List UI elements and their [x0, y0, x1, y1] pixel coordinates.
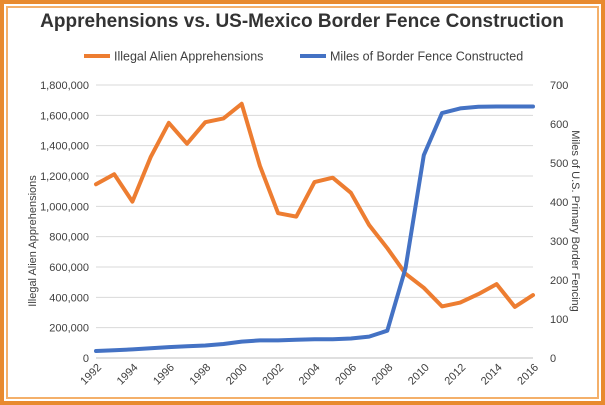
data-point-fence	[258, 338, 262, 342]
data-point-fence	[185, 344, 189, 348]
data-point-apprehensions	[258, 164, 262, 168]
y-left-tick-label: 600,000	[49, 262, 89, 274]
data-point-fence	[149, 346, 153, 350]
x-tick-label: 2010	[406, 362, 432, 388]
data-point-fence	[331, 337, 335, 341]
x-tick-label: 2004	[297, 362, 323, 388]
data-point-apprehensions	[167, 121, 171, 125]
y-left-tick-label: 200,000	[49, 323, 89, 335]
data-point-fence	[385, 329, 389, 333]
data-point-fence	[112, 348, 116, 352]
y-left-tick-label: 1,200,000	[40, 171, 89, 183]
data-point-fence	[495, 105, 499, 108]
x-tick-label: 2002	[260, 362, 286, 388]
data-point-apprehensions	[476, 292, 480, 296]
series-lines	[94, 101, 535, 353]
y-left-tick-label: 800,000	[49, 232, 89, 244]
data-point-fence	[458, 106, 462, 110]
x-tick-label: 1996	[151, 362, 177, 388]
x-tick-label: 1992	[78, 362, 104, 388]
data-point-apprehensions	[94, 182, 98, 186]
x-axis-ticks: 1992 1994 1996 1998 2000 2002 2004 2006 2008 2010…	[78, 357, 541, 388]
data-point-fence	[313, 337, 316, 341]
data-point-apprehensions	[276, 211, 280, 215]
data-point-apprehensions	[385, 246, 389, 250]
data-point-apprehensions	[149, 155, 153, 159]
x-tick-label: 1994	[115, 362, 141, 388]
y-left-tick-label: 1,000,000	[40, 201, 89, 213]
data-point-fence	[240, 340, 244, 344]
y-axis-right-title: Miles of U.S. Primary Border Fencing	[569, 130, 581, 312]
data-point-fence	[349, 337, 353, 340]
y-left-tick-label: 1,600,000	[40, 110, 89, 122]
data-point-apprehensions	[203, 120, 207, 124]
data-point-fence	[531, 105, 535, 108]
series-line-fence	[94, 104, 535, 353]
y-right-tick-label: 600	[550, 119, 568, 131]
y-left-tick-label: 400,000	[49, 292, 89, 304]
x-tick-label: 1998	[188, 362, 214, 388]
data-point-fence	[513, 105, 517, 108]
x-tick-label: 2012	[442, 362, 468, 388]
data-point-apprehensions	[458, 301, 462, 305]
data-point-apprehensions	[222, 116, 225, 120]
data-point-fence	[404, 266, 407, 270]
series-line-apprehensions	[94, 101, 535, 309]
data-point-apprehensions	[349, 191, 353, 195]
legend-label-apprehensions: Illegal Alien Apprehensions	[114, 50, 263, 64]
data-point-apprehensions	[130, 200, 134, 204]
y-right-tick-label: 500	[550, 158, 568, 170]
y-right-tick-label: 0	[550, 353, 556, 365]
data-point-apprehensions	[240, 102, 244, 106]
data-point-apprehensions	[367, 223, 371, 227]
data-point-fence	[294, 338, 298, 342]
data-point-fence	[422, 153, 426, 157]
gridlines	[96, 84, 533, 359]
x-tick-label: 2008	[370, 362, 396, 388]
y-axis-left-ticks: 0 200,000 400,000 600,000 800,000 1,000,000 1,…	[40, 80, 89, 365]
data-point-fence	[94, 349, 98, 353]
data-point-fence	[440, 111, 444, 115]
data-point-apprehensions	[513, 305, 517, 309]
data-point-apprehensions	[185, 142, 189, 146]
data-point-apprehensions	[440, 304, 444, 308]
y-right-tick-label: 200	[550, 275, 568, 287]
y-axis-left-title: Illegal Alien Apprehensions	[27, 175, 39, 307]
data-point-fence	[130, 347, 134, 351]
y-right-tick-label: 700	[550, 80, 568, 92]
y-right-tick-label: 300	[550, 236, 568, 248]
data-point-fence	[476, 105, 480, 109]
data-point-fence	[203, 344, 207, 347]
y-right-tick-label: 400	[550, 197, 568, 209]
data-point-apprehensions	[495, 282, 499, 286]
data-point-apprehensions	[331, 176, 335, 180]
chart-title: Apprehensions vs. US-Mexico Border Fence…	[40, 11, 564, 32]
y-axis-right-ticks: 0 100 200 300 400 500 600 700	[550, 80, 568, 365]
legend-label-fence: Miles of Border Fence Constructed	[330, 50, 523, 64]
data-point-fence	[276, 338, 280, 342]
x-tick-label: 2006	[333, 362, 359, 388]
data-point-fence	[167, 345, 171, 349]
data-point-fence	[222, 342, 225, 346]
data-point-apprehensions	[422, 286, 426, 290]
x-tick-label: 2016	[515, 362, 541, 388]
data-point-apprehensions	[294, 215, 298, 219]
y-left-tick-label: 1,400,000	[40, 141, 89, 153]
y-left-tick-label: 0	[83, 353, 89, 365]
y-right-tick-label: 100	[550, 314, 568, 326]
x-tick-label: 2014	[479, 362, 505, 388]
data-point-apprehensions	[112, 172, 116, 176]
data-point-apprehensions	[531, 293, 535, 297]
y-left-tick-label: 1,800,000	[40, 80, 89, 92]
x-tick-label: 2000	[224, 362, 250, 388]
legend: Illegal Alien Apprehensions Miles of Bor…	[84, 50, 523, 64]
data-point-fence	[367, 335, 371, 339]
data-point-apprehensions	[313, 180, 316, 184]
